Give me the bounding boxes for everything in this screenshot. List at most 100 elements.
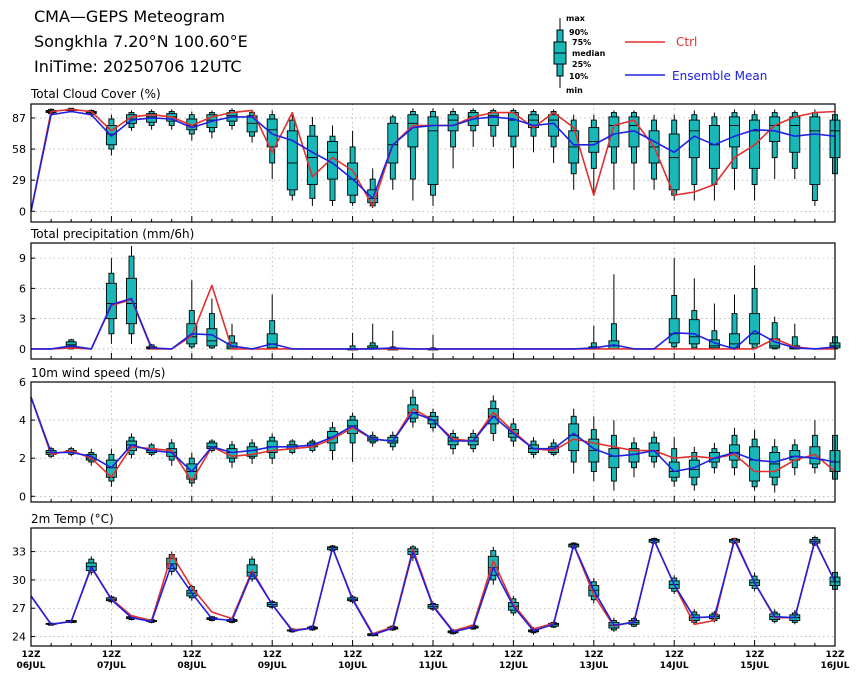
box-inner	[668, 461, 680, 478]
y-tick-label: 58	[12, 143, 26, 156]
box-inner	[668, 133, 680, 191]
box-inner	[749, 446, 761, 482]
x-tick-date: 12JUL	[499, 661, 528, 671]
panel-title: Total Cloud Cover (%)	[30, 87, 161, 101]
box-plot	[749, 110, 761, 201]
panel-frame	[30, 242, 836, 360]
box-plot	[809, 420, 821, 474]
legend-box-label: 75%	[572, 38, 591, 47]
y-tick-label: 27	[12, 602, 26, 615]
panel-frame	[30, 103, 836, 223]
box-plot	[729, 109, 740, 190]
y-tick-label: 24	[12, 631, 26, 644]
x-tick-hour: 12Z	[504, 650, 524, 660]
box-plot	[588, 325, 600, 350]
y-tick-label: 3	[19, 313, 26, 326]
box-plot	[688, 278, 700, 349]
y-tick-label: 0	[19, 343, 26, 356]
box-plot	[206, 110, 218, 139]
y-tick-label: 6	[19, 376, 26, 389]
box-plot	[65, 338, 77, 350]
y-tick-label: 0	[19, 490, 26, 503]
box-plot	[487, 108, 499, 147]
box-plot	[407, 108, 419, 201]
box-plot	[447, 429, 459, 455]
box-inner	[688, 319, 700, 345]
x-tick-date: 08JUL	[177, 661, 206, 671]
box-plot	[126, 246, 137, 344]
box-plot	[347, 412, 359, 462]
box-plot	[568, 114, 580, 190]
y-tick-label: 33	[12, 546, 26, 559]
box-plot	[306, 116, 318, 206]
box-inner	[246, 115, 258, 133]
x-tick-hour: 12Z	[825, 650, 845, 660]
box-plot	[608, 274, 620, 350]
x-tick-hour: 12Z	[263, 650, 283, 660]
legend-box-label: median	[572, 49, 606, 58]
box-plot	[628, 110, 640, 190]
legend-box-label: 25%	[572, 60, 591, 69]
x-tick-date: 11JUL	[419, 661, 448, 671]
y-tick-label: 30	[12, 574, 26, 587]
box-plot	[608, 110, 620, 190]
box-plot	[507, 108, 519, 169]
mean-line	[30, 539, 836, 636]
panel-1	[30, 242, 841, 360]
box-inner	[548, 114, 560, 137]
box-plot	[648, 114, 660, 190]
panel-frame	[30, 527, 836, 647]
box-plot	[749, 265, 761, 349]
x-tick-hour: 12Z	[423, 650, 443, 660]
box-inner	[347, 419, 359, 434]
panel-title: 2m Temp (°C)	[31, 512, 114, 526]
box-plot	[708, 112, 720, 201]
legend	[553, 18, 567, 88]
legend-box-label: 90%	[569, 28, 588, 37]
x-tick-date: 15JUL	[740, 661, 769, 671]
box-plot	[246, 110, 258, 143]
x-tick-date: 06JUL	[17, 661, 46, 671]
location-label: Songkhla 7.20°N 100.60°E	[34, 32, 248, 51]
x-tick-date: 14JUL	[660, 661, 689, 671]
mean-line	[31, 297, 836, 350]
box-plot	[427, 108, 439, 206]
box-plot	[668, 114, 680, 201]
x-tick-hour: 12Z	[745, 650, 765, 660]
box-plot	[146, 109, 158, 130]
y-tick-label: 6	[19, 282, 26, 295]
panel-3	[30, 527, 841, 647]
meteogram-title: CMA—GEPS Meteogram	[34, 7, 225, 26]
y-tick-label: 87	[12, 112, 26, 125]
box-plot	[528, 109, 539, 153]
box-inner	[206, 442, 218, 450]
box-plot	[628, 437, 640, 478]
box-plot	[729, 427, 740, 476]
box-plot	[548, 109, 560, 163]
box-inner	[447, 114, 459, 132]
box-plot	[688, 110, 700, 201]
box-plot	[769, 439, 781, 493]
box-plot	[266, 294, 278, 350]
mean-line	[30, 396, 836, 473]
box-inner	[608, 448, 620, 469]
mean-line	[30, 110, 836, 212]
x-tick-date: 16JUL	[821, 661, 850, 671]
box-plot	[769, 109, 781, 180]
box-outer	[771, 322, 778, 350]
box-inner	[809, 116, 821, 185]
x-tick-date: 09JUL	[258, 661, 287, 671]
box-plot	[347, 332, 359, 351]
x-tick-hour: 12Z	[343, 650, 363, 660]
box-plot	[668, 437, 680, 487]
x-tick-hour: 12Z	[665, 650, 685, 660]
panel-title: 10m wind speed (m/s)	[31, 366, 165, 380]
box-plot	[387, 330, 399, 351]
panel-frame	[30, 381, 836, 503]
box-inner	[568, 423, 580, 452]
x-tick-date: 10JUL	[338, 661, 367, 671]
box-inner	[487, 112, 499, 126]
box-inner	[729, 116, 740, 148]
box-inner	[749, 313, 761, 345]
